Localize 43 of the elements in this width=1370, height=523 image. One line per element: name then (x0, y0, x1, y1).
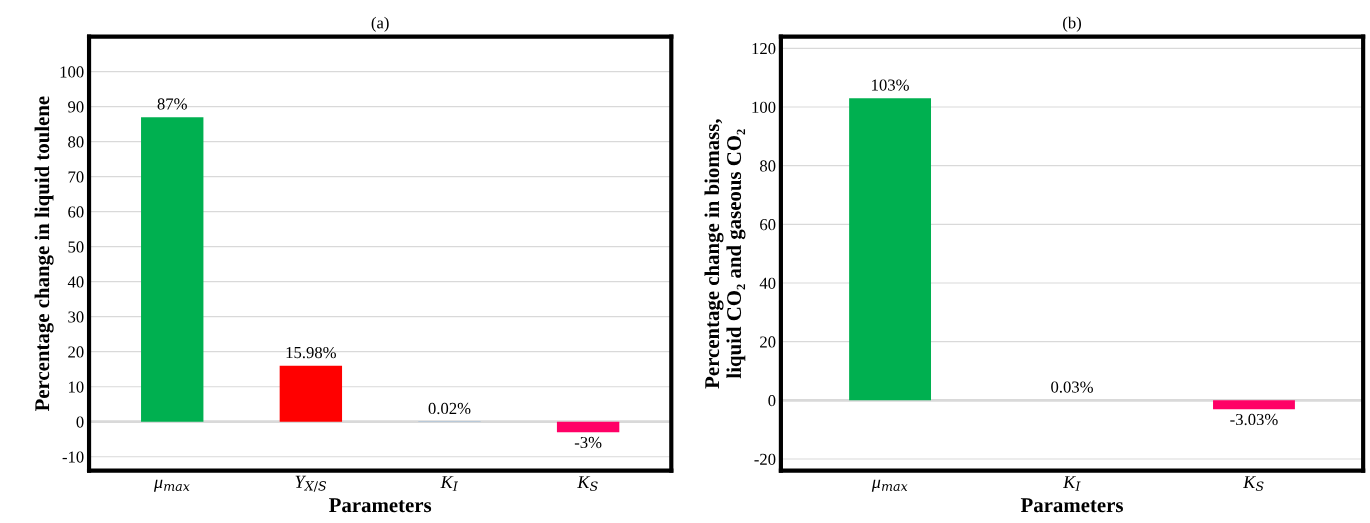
x-tick-label: K$_{I}$ (440, 476, 459, 491)
x-tick-label: K$_{S}$ (577, 476, 598, 491)
y-tick-label: 40 (67, 276, 84, 288)
x-axis-title: Parameters (1020, 498, 1123, 513)
y-tick-label: 0 (768, 395, 776, 407)
y-tick-label: 10 (68, 381, 84, 393)
y-tick-label: -20 (754, 453, 776, 465)
x-tick-label: K$_{I}$ (1062, 476, 1081, 491)
bar (141, 117, 204, 422)
y-tick-label: 100 (60, 66, 84, 78)
x-tick-label: Y$_{X/S}$ (295, 475, 327, 492)
y-tick-label: 0 (76, 416, 84, 428)
data-label: 15.98% (286, 346, 336, 359)
y-tick-label: 50 (68, 241, 84, 253)
bar (279, 365, 343, 422)
x-axis-title: Parameters (329, 498, 432, 513)
data-label: 103% (872, 79, 909, 91)
y-tick-label: 90 (68, 101, 84, 113)
data-label: -3% (574, 436, 602, 449)
y-tick-label: 40 (759, 277, 776, 289)
x-tick-label: μ$_{max}$ (153, 479, 190, 492)
y-tick-label: 30 (68, 311, 84, 323)
y-tick-label: 20 (68, 346, 84, 358)
data-label: 0.03% (1051, 381, 1093, 393)
bar (556, 421, 620, 433)
y-tick-label: 70 (68, 171, 84, 183)
data-label: 0.02% (428, 402, 471, 415)
x-tick-label: μ$_{max}$ (871, 479, 908, 492)
y-tick-label: 80 (68, 136, 84, 148)
data-label: -3.03% (1230, 413, 1278, 426)
chart-title: (b) (1063, 16, 1082, 32)
y-tick-label: -10 (62, 451, 84, 463)
y-axis-title: Percentage change in biomass, liquid CO₂ and gaseous CO₂ (704, 119, 746, 389)
y-tick-label: 120 (752, 43, 776, 55)
y-tick-label: 20 (760, 336, 776, 348)
data-label: 87% (157, 98, 187, 110)
x-tick-label: K$_{S}$ (1243, 476, 1264, 491)
y-tick-label: 60 (760, 219, 776, 231)
y-tick-label: 60 (68, 206, 84, 218)
y-tick-label: 80 (760, 160, 776, 172)
y-axis-title: Percentage change in liquid toulene (34, 96, 54, 412)
chart-title: (a) (371, 16, 389, 32)
y-tick-label: 100 (752, 101, 776, 113)
